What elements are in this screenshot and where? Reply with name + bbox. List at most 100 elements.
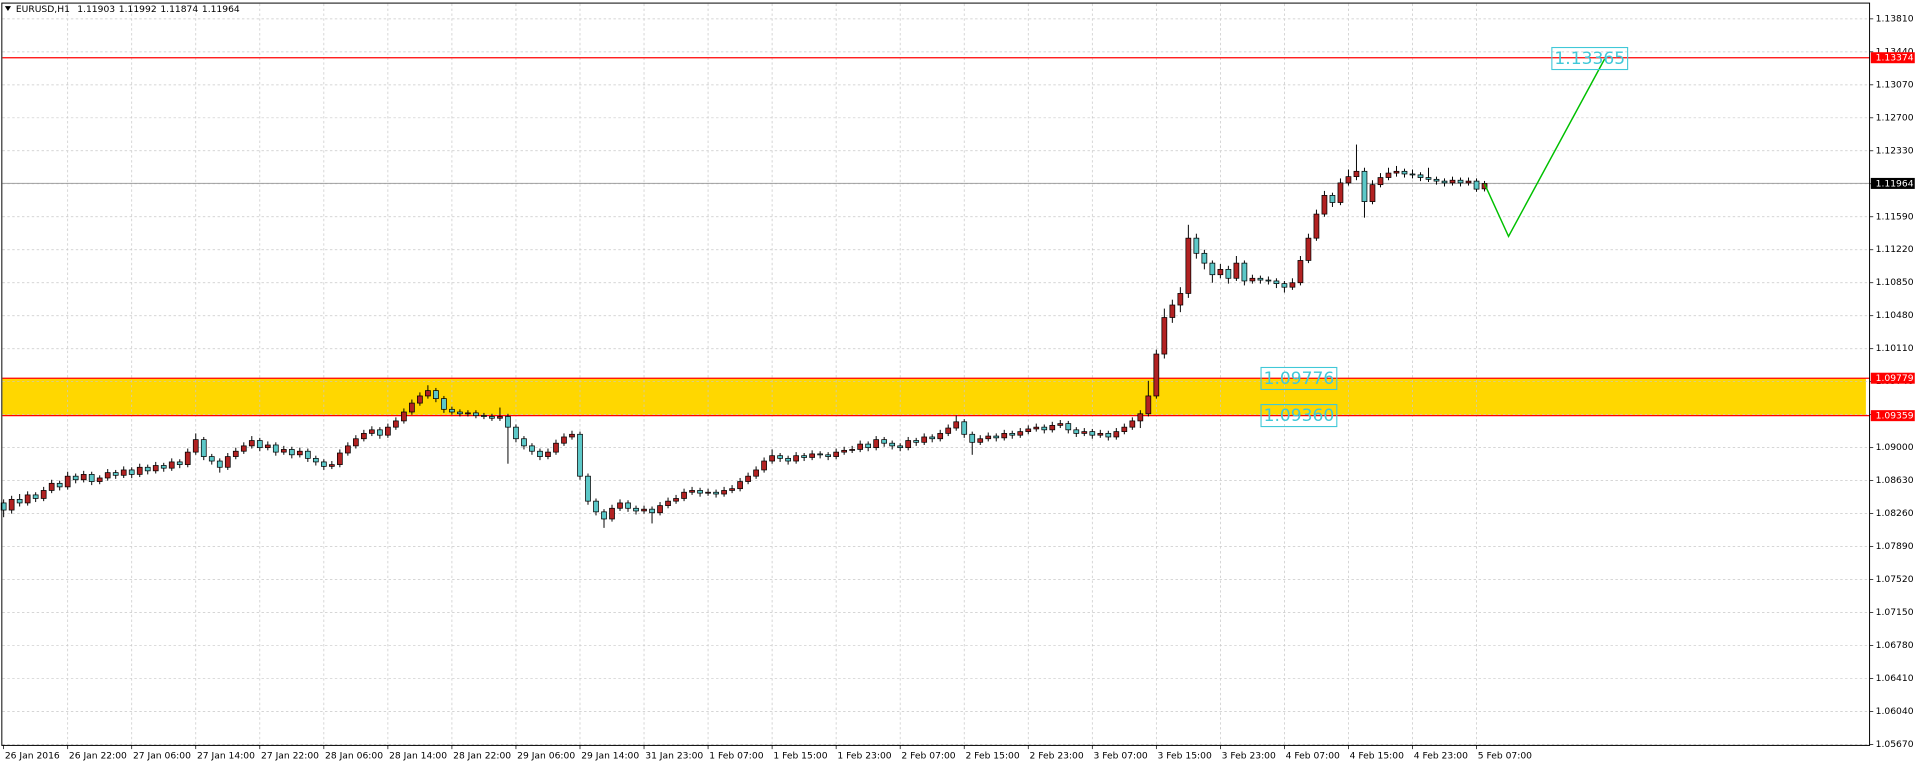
candle-body	[320, 461, 327, 467]
y-tick-label: 1.13070	[1876, 79, 1914, 90]
candle-body	[272, 444, 279, 453]
candle-body	[1193, 237, 1200, 254]
candle-body	[224, 456, 231, 468]
price-label: 1.09359	[1876, 411, 1914, 422]
candle-body	[1377, 177, 1384, 186]
candle-body	[1433, 178, 1440, 182]
candle-body	[112, 472, 119, 476]
candle-body	[433, 390, 439, 399]
annotation-text: 1.09776	[1264, 369, 1335, 389]
candle-body	[1065, 423, 1072, 431]
candle-body	[120, 469, 127, 476]
candle-body	[761, 460, 767, 471]
x-tick-label: 5 Feb 07:00	[1478, 750, 1532, 761]
candle-body	[849, 449, 856, 451]
candle-body	[144, 466, 151, 472]
candle-body	[593, 500, 599, 513]
candle-body	[601, 511, 607, 520]
y-tick-label: 1.09000	[1876, 442, 1914, 453]
candle-body	[128, 469, 135, 475]
projection-line	[1483, 58, 1606, 239]
menu-arrow[interactable]	[4, 6, 11, 12]
y-tick-label: 1.05670	[1876, 739, 1914, 750]
header: EURUSD,H1 1.11903 1.11992 1.11874 1.11964	[16, 4, 240, 15]
x-tick-label: 26 Jan 22:00	[69, 750, 127, 761]
candle-body	[801, 455, 807, 458]
candle-body	[1025, 428, 1032, 432]
header-low: 1.11874	[160, 4, 198, 15]
candle-body	[793, 455, 799, 462]
price-label: 1.13374	[1876, 53, 1914, 64]
header-open: 1.11903	[77, 4, 115, 15]
x-tick-label: 31 Jan 23:00	[645, 750, 703, 761]
candle-body	[569, 433, 575, 438]
candle-body	[1233, 262, 1240, 279]
annotation-box	[1260, 404, 1338, 428]
annotation: 1.09360	[1260, 404, 1338, 428]
y-tick-label: 1.10110	[1876, 343, 1914, 354]
candle-body	[777, 455, 783, 459]
price-label-box	[1870, 177, 1915, 189]
candle-body	[1289, 282, 1296, 288]
candle-body	[449, 408, 455, 413]
candle-body	[1321, 195, 1328, 215]
candle-body	[561, 436, 567, 444]
candle-body	[1449, 179, 1456, 184]
symbol: EURUSD,H1	[16, 4, 70, 15]
x-tick-label: 26 Jan 2016	[5, 750, 60, 761]
candle-body	[1257, 277, 1264, 281]
candle-body	[977, 438, 984, 443]
candle-body	[721, 490, 727, 495]
price-label-box	[1870, 372, 1915, 384]
candle-body	[184, 451, 191, 465]
candle-body	[377, 429, 383, 436]
plot-frame	[1, 2, 1871, 746]
candle-body	[833, 451, 839, 457]
candle-body	[176, 461, 183, 465]
candle-body	[513, 426, 519, 440]
x-tick-label: 2 Feb 07:00	[901, 750, 955, 761]
candle-body	[72, 475, 79, 481]
candle-body	[1241, 262, 1248, 282]
candle-body	[729, 488, 735, 491]
price-label: 1.09779	[1876, 373, 1914, 384]
candle-body	[985, 435, 992, 440]
candle-body	[32, 494, 39, 499]
candle-body	[841, 449, 847, 453]
axis-layer: 1.13810 1.13440 1.13070 1.12700 1.12330 1.119…	[3, 13, 1915, 761]
candle-body	[1041, 426, 1048, 431]
candle-body	[737, 481, 743, 490]
candle-body	[16, 498, 23, 504]
x-tick-label: 2 Feb 15:00	[965, 750, 1019, 761]
candle-body	[969, 433, 976, 443]
candle-body	[1113, 431, 1120, 438]
candle-body	[200, 439, 207, 457]
candle-body	[136, 466, 143, 475]
y-tick-label: 1.10480	[1876, 310, 1914, 321]
x-tick-label: 29 Jan 14:00	[581, 750, 639, 761]
x-tick-label: 29 Jan 06:00	[517, 750, 575, 761]
candle-body	[905, 440, 912, 449]
y-tick-label: 1.12700	[1876, 112, 1914, 123]
candle-body	[361, 433, 367, 440]
x-tick-label: 4 Feb 07:00	[1286, 750, 1340, 761]
candle-body	[521, 438, 527, 447]
candle-body	[1473, 180, 1480, 190]
candle-body	[465, 412, 471, 415]
price-label: 1.11964	[1876, 178, 1914, 189]
annotation: 1.13365	[1551, 46, 1629, 71]
candle-body	[393, 420, 399, 428]
candle-body	[1001, 433, 1008, 439]
y-tick-label: 1.07890	[1876, 541, 1914, 552]
annotation-text: 1.13365	[1554, 49, 1625, 69]
candle-body	[961, 421, 968, 435]
candle-body	[80, 474, 87, 481]
candle-body	[505, 416, 511, 428]
y-tick-label: 1.13440	[1876, 46, 1914, 57]
candle-body	[1153, 353, 1160, 397]
candle-body	[641, 508, 647, 512]
candle-body	[1313, 213, 1320, 239]
candle-body	[1305, 237, 1312, 261]
x-tick-label: 1 Feb 15:00	[773, 750, 827, 761]
annotation-text: 1.09360	[1264, 406, 1335, 426]
